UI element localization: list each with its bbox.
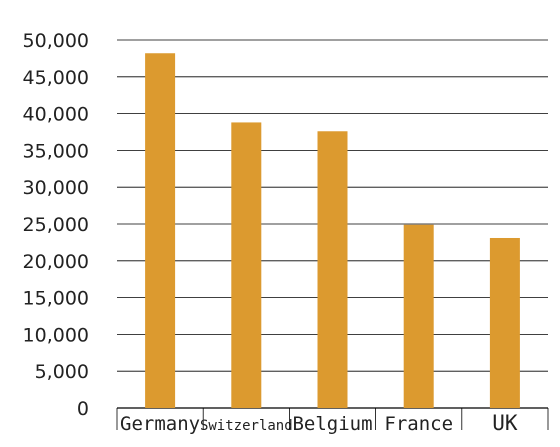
y-tick-label: 50,000 bbox=[23, 30, 89, 52]
y-tick-label: 35,000 bbox=[23, 140, 89, 162]
y-axis-ticks: 0 5,000 10,000 15,000 20,000 25,000 30,000 35,0… bbox=[23, 30, 89, 420]
bars bbox=[145, 53, 520, 409]
y-tick-label: 0 bbox=[77, 398, 89, 420]
bar-belgium bbox=[317, 131, 348, 408]
bar-switzerland bbox=[231, 122, 262, 408]
x-tick-label-switzerland: Switzerland bbox=[200, 418, 293, 434]
y-tick-label: 5,000 bbox=[35, 361, 89, 383]
y-tick-label: 10,000 bbox=[23, 324, 89, 346]
x-axis-ticks: Germany Switzerland Belgium France UK bbox=[116, 408, 549, 435]
bar-uk bbox=[489, 237, 520, 408]
x-tick-label-france: France bbox=[384, 413, 453, 435]
y-tick-label: 40,000 bbox=[23, 104, 89, 126]
x-tick-label-belgium: Belgium bbox=[292, 413, 372, 435]
bar-germany bbox=[145, 53, 176, 409]
y-tick-label: 15,000 bbox=[23, 288, 89, 310]
y-tick-label: 45,000 bbox=[23, 67, 89, 89]
x-tick-label-uk: UK bbox=[492, 411, 518, 435]
y-tick-label: 25,000 bbox=[23, 214, 89, 236]
y-tick-label: 30,000 bbox=[23, 177, 89, 199]
bar-france bbox=[403, 224, 434, 408]
y-tick-label: 20,000 bbox=[23, 251, 89, 273]
x-tick-label-germany: Germany bbox=[120, 413, 200, 435]
